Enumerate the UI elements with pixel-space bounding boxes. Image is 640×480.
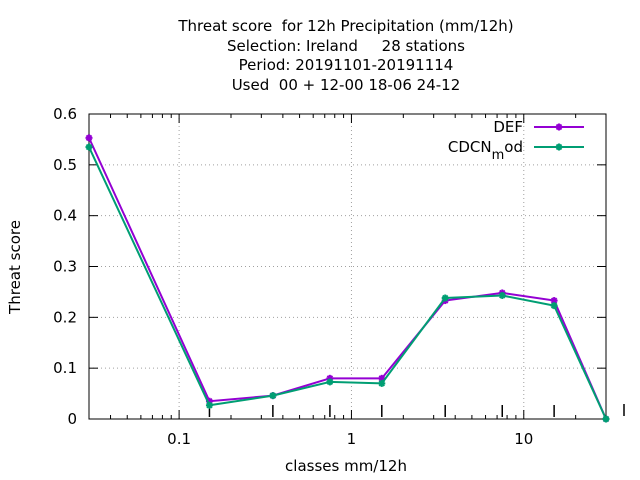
legend-label: CDCNmod (448, 138, 523, 163)
x-tick-label: 0.1 (167, 430, 191, 448)
title-line-4: Used 00 + 12-00 18-06 24-12 (231, 75, 461, 94)
x-tick-label: 1 (347, 430, 357, 448)
data-point (85, 134, 93, 142)
y-tick-label: 0.4 (53, 207, 77, 225)
data-point (205, 401, 213, 409)
data-point (550, 302, 558, 310)
series (85, 134, 610, 423)
title-line-1: Threat score for 12h Precipitation (mm/1… (178, 17, 514, 35)
data-point (85, 143, 93, 151)
plot-frame (88, 113, 607, 420)
y-tick-label: 0.6 (53, 105, 77, 123)
axes: 0 0.1 0.2 0.3 0.4 0.5 0.6 0.1 1 10 (53, 105, 625, 448)
data-point (326, 378, 334, 386)
title-line-2: Selection: Ireland 28 stations (227, 36, 465, 55)
legend-entry: CDCNmod (448, 138, 584, 163)
y-axis-label: Threat score (6, 220, 24, 315)
y-tick-label: 0.5 (53, 156, 77, 174)
series-line-def (88, 137, 607, 420)
y-tick-label: 0.1 (53, 359, 77, 377)
x-tick-label: 10 (514, 430, 533, 448)
legend-entry: DEF (493, 118, 584, 136)
data-point (498, 291, 506, 299)
title-line-3: Period: 20191101-20191114 (238, 56, 454, 74)
data-point (269, 392, 277, 400)
x-axis-label: classes mm/12h (285, 457, 407, 475)
y-tick-label: 0 (67, 410, 77, 428)
legend: DEF CDCNmod (448, 118, 584, 163)
grid (89, 114, 606, 419)
y-tick-label: 0.2 (53, 308, 77, 326)
data-point (441, 294, 449, 302)
legend-label: DEF (493, 118, 523, 136)
chart-title: Threat score for 12h Precipitation (mm/1… (0, 17, 640, 95)
y-tick-label: 0.3 (53, 258, 77, 276)
data-point (602, 415, 610, 423)
data-point (378, 379, 386, 387)
